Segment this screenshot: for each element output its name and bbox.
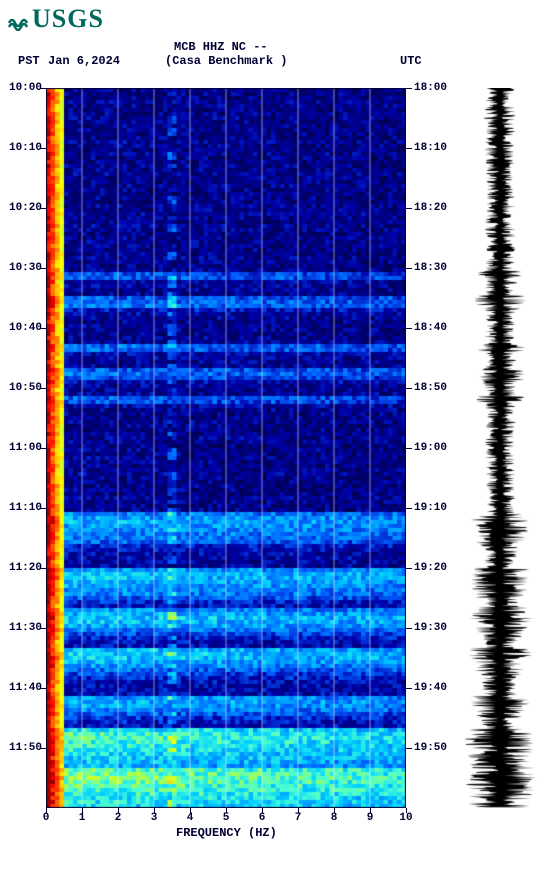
root: USGS MCB HHZ NC -- PST Jan 6,2024 (Casa … [0, 0, 552, 892]
xtick: 0 [36, 812, 56, 824]
ytick-left: 11:00 [0, 442, 42, 454]
usgs-logo: USGS [8, 4, 104, 34]
tz-left-label: PST [18, 54, 40, 68]
xtick: 1 [72, 812, 92, 824]
ytick-right: 18:40 [414, 322, 454, 334]
ytick-right: 18:30 [414, 262, 454, 274]
spectrogram-canvas [46, 88, 406, 808]
xtick: 3 [144, 812, 164, 824]
ytick-right: 18:10 [414, 142, 454, 154]
ytick-left: 10:40 [0, 322, 42, 334]
xtick: 2 [108, 812, 128, 824]
ytick-left: 11:10 [0, 502, 42, 514]
ytick-left: 10:20 [0, 202, 42, 214]
usgs-wave-icon [8, 8, 30, 30]
ytick-right: 19:00 [414, 442, 454, 454]
tz-right-label: UTC [400, 54, 422, 68]
ytick-left: 11:30 [0, 622, 42, 634]
date-label: Jan 6,2024 [48, 54, 120, 68]
station-label: MCB HHZ NC -- [174, 40, 268, 54]
ytick-right: 18:50 [414, 382, 454, 394]
location-label: (Casa Benchmark ) [165, 54, 287, 68]
xtick: 8 [324, 812, 344, 824]
ytick-right: 19:50 [414, 742, 454, 754]
xtick: 9 [360, 812, 380, 824]
ytick-right: 18:20 [414, 202, 454, 214]
ytick-right: 19:30 [414, 622, 454, 634]
xtick: 10 [396, 812, 416, 824]
xaxis-label: FREQUENCY (HZ) [176, 826, 277, 840]
ytick-right: 19:40 [414, 682, 454, 694]
xtick: 6 [252, 812, 272, 824]
xtick: 7 [288, 812, 308, 824]
usgs-logo-text: USGS [32, 4, 104, 34]
ytick-left: 11:50 [0, 742, 42, 754]
ytick-left: 10:30 [0, 262, 42, 274]
ytick-left: 11:20 [0, 562, 42, 574]
xtick: 4 [180, 812, 200, 824]
xtick: 5 [216, 812, 236, 824]
spectrogram-plot [46, 88, 406, 808]
ytick-left: 10:10 [0, 142, 42, 154]
amplitude-plot [460, 88, 540, 808]
ytick-left: 10:00 [0, 82, 42, 94]
ytick-right: 18:00 [414, 82, 454, 94]
ytick-left: 11:40 [0, 682, 42, 694]
ytick-right: 19:20 [414, 562, 454, 574]
ytick-right: 19:10 [414, 502, 454, 514]
ytick-left: 10:50 [0, 382, 42, 394]
amplitude-canvas [460, 88, 540, 808]
